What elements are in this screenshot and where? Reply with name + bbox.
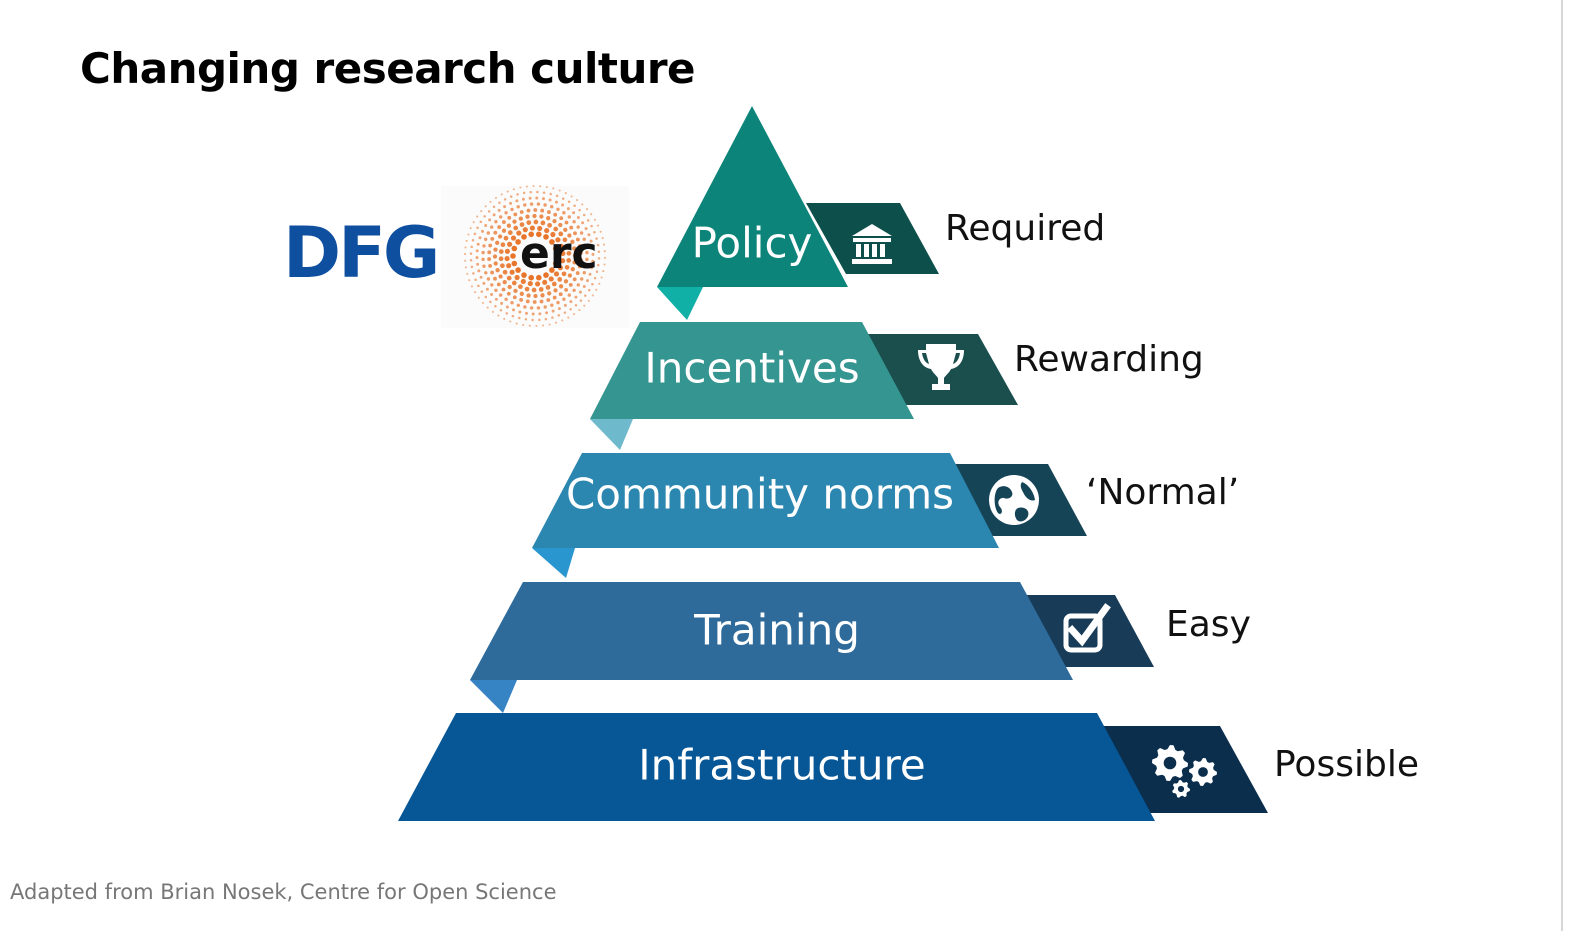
tier-infrastructure: Infrastructure Possible xyxy=(398,713,1419,821)
tier-training: Training Easy xyxy=(470,582,1251,713)
tier-shape xyxy=(657,106,848,287)
institution-icon xyxy=(852,224,892,264)
tier-tab xyxy=(1100,726,1268,813)
tier-incentives: Incentives Rewarding xyxy=(590,322,1204,450)
tier-community-norms: Community norms ‘Normal’ xyxy=(532,453,1239,578)
tier-label: Training xyxy=(693,606,860,655)
tier-outcome: Required xyxy=(945,208,1105,249)
tier-shape xyxy=(398,713,1155,821)
trophy-icon xyxy=(918,344,964,390)
tier-fold xyxy=(657,287,703,320)
tier-shape xyxy=(470,582,1073,680)
tier-outcome: Possible xyxy=(1274,744,1419,785)
erc-logo-text: erc xyxy=(520,228,598,279)
tier-label: Infrastructure xyxy=(638,741,925,790)
tier-shape xyxy=(532,453,999,548)
tier-label: Policy xyxy=(692,219,813,268)
tier-policy: Policy Required xyxy=(657,106,1105,320)
slide-title: Changing research culture xyxy=(80,44,696,93)
dfg-logo-text: DFG xyxy=(283,212,437,294)
gears-icon xyxy=(1152,745,1217,798)
tier-label: Community norms xyxy=(566,470,954,519)
attribution-footer: Adapted from Brian Nosek, Centre for Ope… xyxy=(10,880,557,904)
checkbox-icon xyxy=(1063,603,1111,653)
tier-outcome: Rewarding xyxy=(1014,339,1204,380)
tier-shape xyxy=(590,322,914,419)
tier-outcome: Easy xyxy=(1166,604,1251,645)
tier-outcome: ‘Normal’ xyxy=(1086,472,1239,513)
tier-label: Incentives xyxy=(644,344,859,393)
globe-icon xyxy=(989,475,1039,525)
tier-fold xyxy=(532,548,575,578)
slide-edge-divider xyxy=(1561,0,1563,931)
dfg-logo: DFG xyxy=(283,212,440,294)
tier-fold xyxy=(590,419,633,450)
erc-logo: erc xyxy=(441,184,629,328)
tier-fold xyxy=(470,680,517,713)
